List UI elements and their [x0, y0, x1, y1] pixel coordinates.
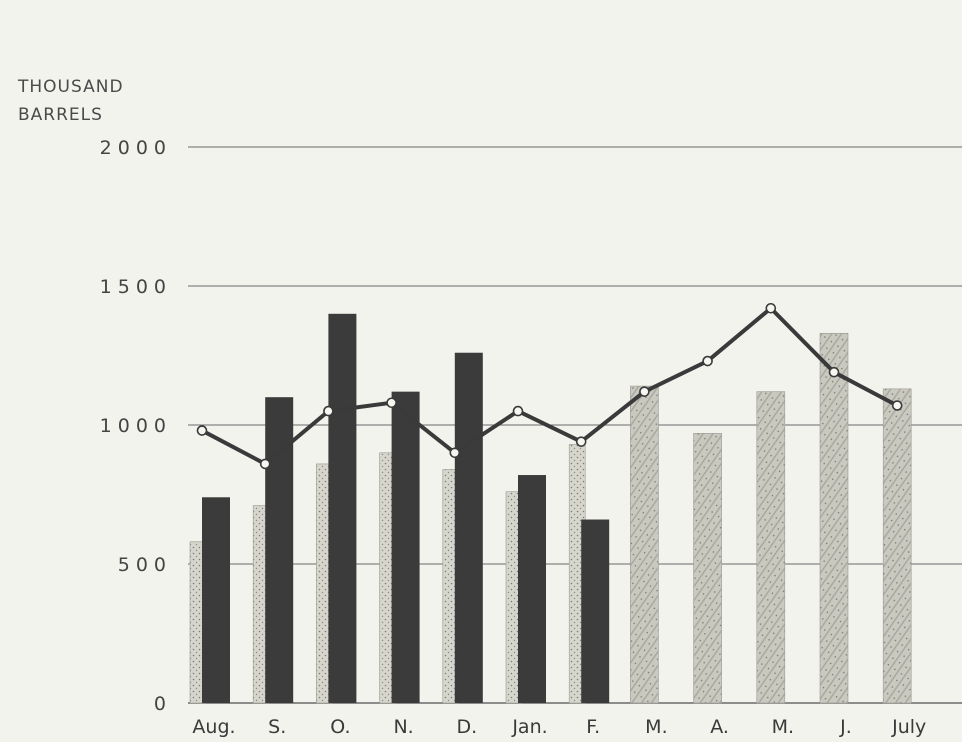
bar-dark-6: [581, 519, 610, 703]
y-axis-label-line-1: THOUSAND: [17, 77, 124, 97]
line-point-10: [828, 366, 840, 378]
line-point-9: [765, 302, 777, 314]
bar-dark-4: [454, 352, 483, 703]
x-tick-label: A.: [710, 716, 729, 738]
bar-dark-5: [518, 475, 546, 703]
x-tick-labels: Aug. S. O. N. D. Jan. F. M. A. M. J. July: [192, 716, 926, 738]
line-point-7: [639, 386, 650, 397]
x-tick-label: N.: [393, 716, 413, 738]
x-tick-label: D.: [456, 716, 477, 738]
line-point-1: [259, 458, 271, 470]
x-tick-label: J.: [839, 716, 852, 738]
x-tick-label: M.: [772, 716, 794, 738]
line-point-8: [702, 355, 713, 367]
bar-hatched-9: [756, 391, 786, 704]
series-line: [201, 306, 899, 466]
y-tick-label: 500: [118, 554, 172, 576]
y-tick-label: 2000: [100, 137, 172, 159]
y-tick-label: 1500: [100, 276, 172, 298]
line-point-0: [196, 425, 208, 436]
line-point-4: [449, 447, 461, 459]
y-tick-label: 1000: [100, 415, 172, 437]
bar-hatched-7: [630, 385, 659, 704]
line-point-11: [891, 400, 903, 411]
x-tick-label: July: [891, 716, 926, 738]
y-tick-label: 0: [154, 693, 172, 715]
line-layer: [196, 302, 903, 470]
bar-dark-3: [391, 391, 420, 703]
bar-dark-1: [265, 397, 294, 703]
x-tick-label: Aug.: [192, 716, 235, 738]
line-point-5: [512, 405, 524, 417]
x-tick-label: M.: [645, 716, 667, 738]
y-axis-label: THOUSAND BARRELS: [17, 77, 124, 125]
x-tick-label: O.: [330, 716, 350, 738]
bar-hatched-8: [693, 433, 722, 704]
bar-hatched-11: [882, 388, 912, 704]
line-point-2: [323, 405, 334, 417]
x-tick-label: S.: [268, 716, 286, 738]
x-tick-label: F.: [586, 716, 600, 738]
x-tick-label: Jan.: [511, 716, 547, 738]
bars-layer: [189, 313, 912, 704]
line-point-6: [575, 436, 587, 447]
bar-dark-2: [328, 313, 357, 703]
y-axis-label-line-2: BARRELS: [18, 105, 103, 125]
bar-hatched-10: [819, 332, 849, 704]
line-point-3: [386, 397, 397, 409]
bar-dark-0: [202, 497, 230, 703]
